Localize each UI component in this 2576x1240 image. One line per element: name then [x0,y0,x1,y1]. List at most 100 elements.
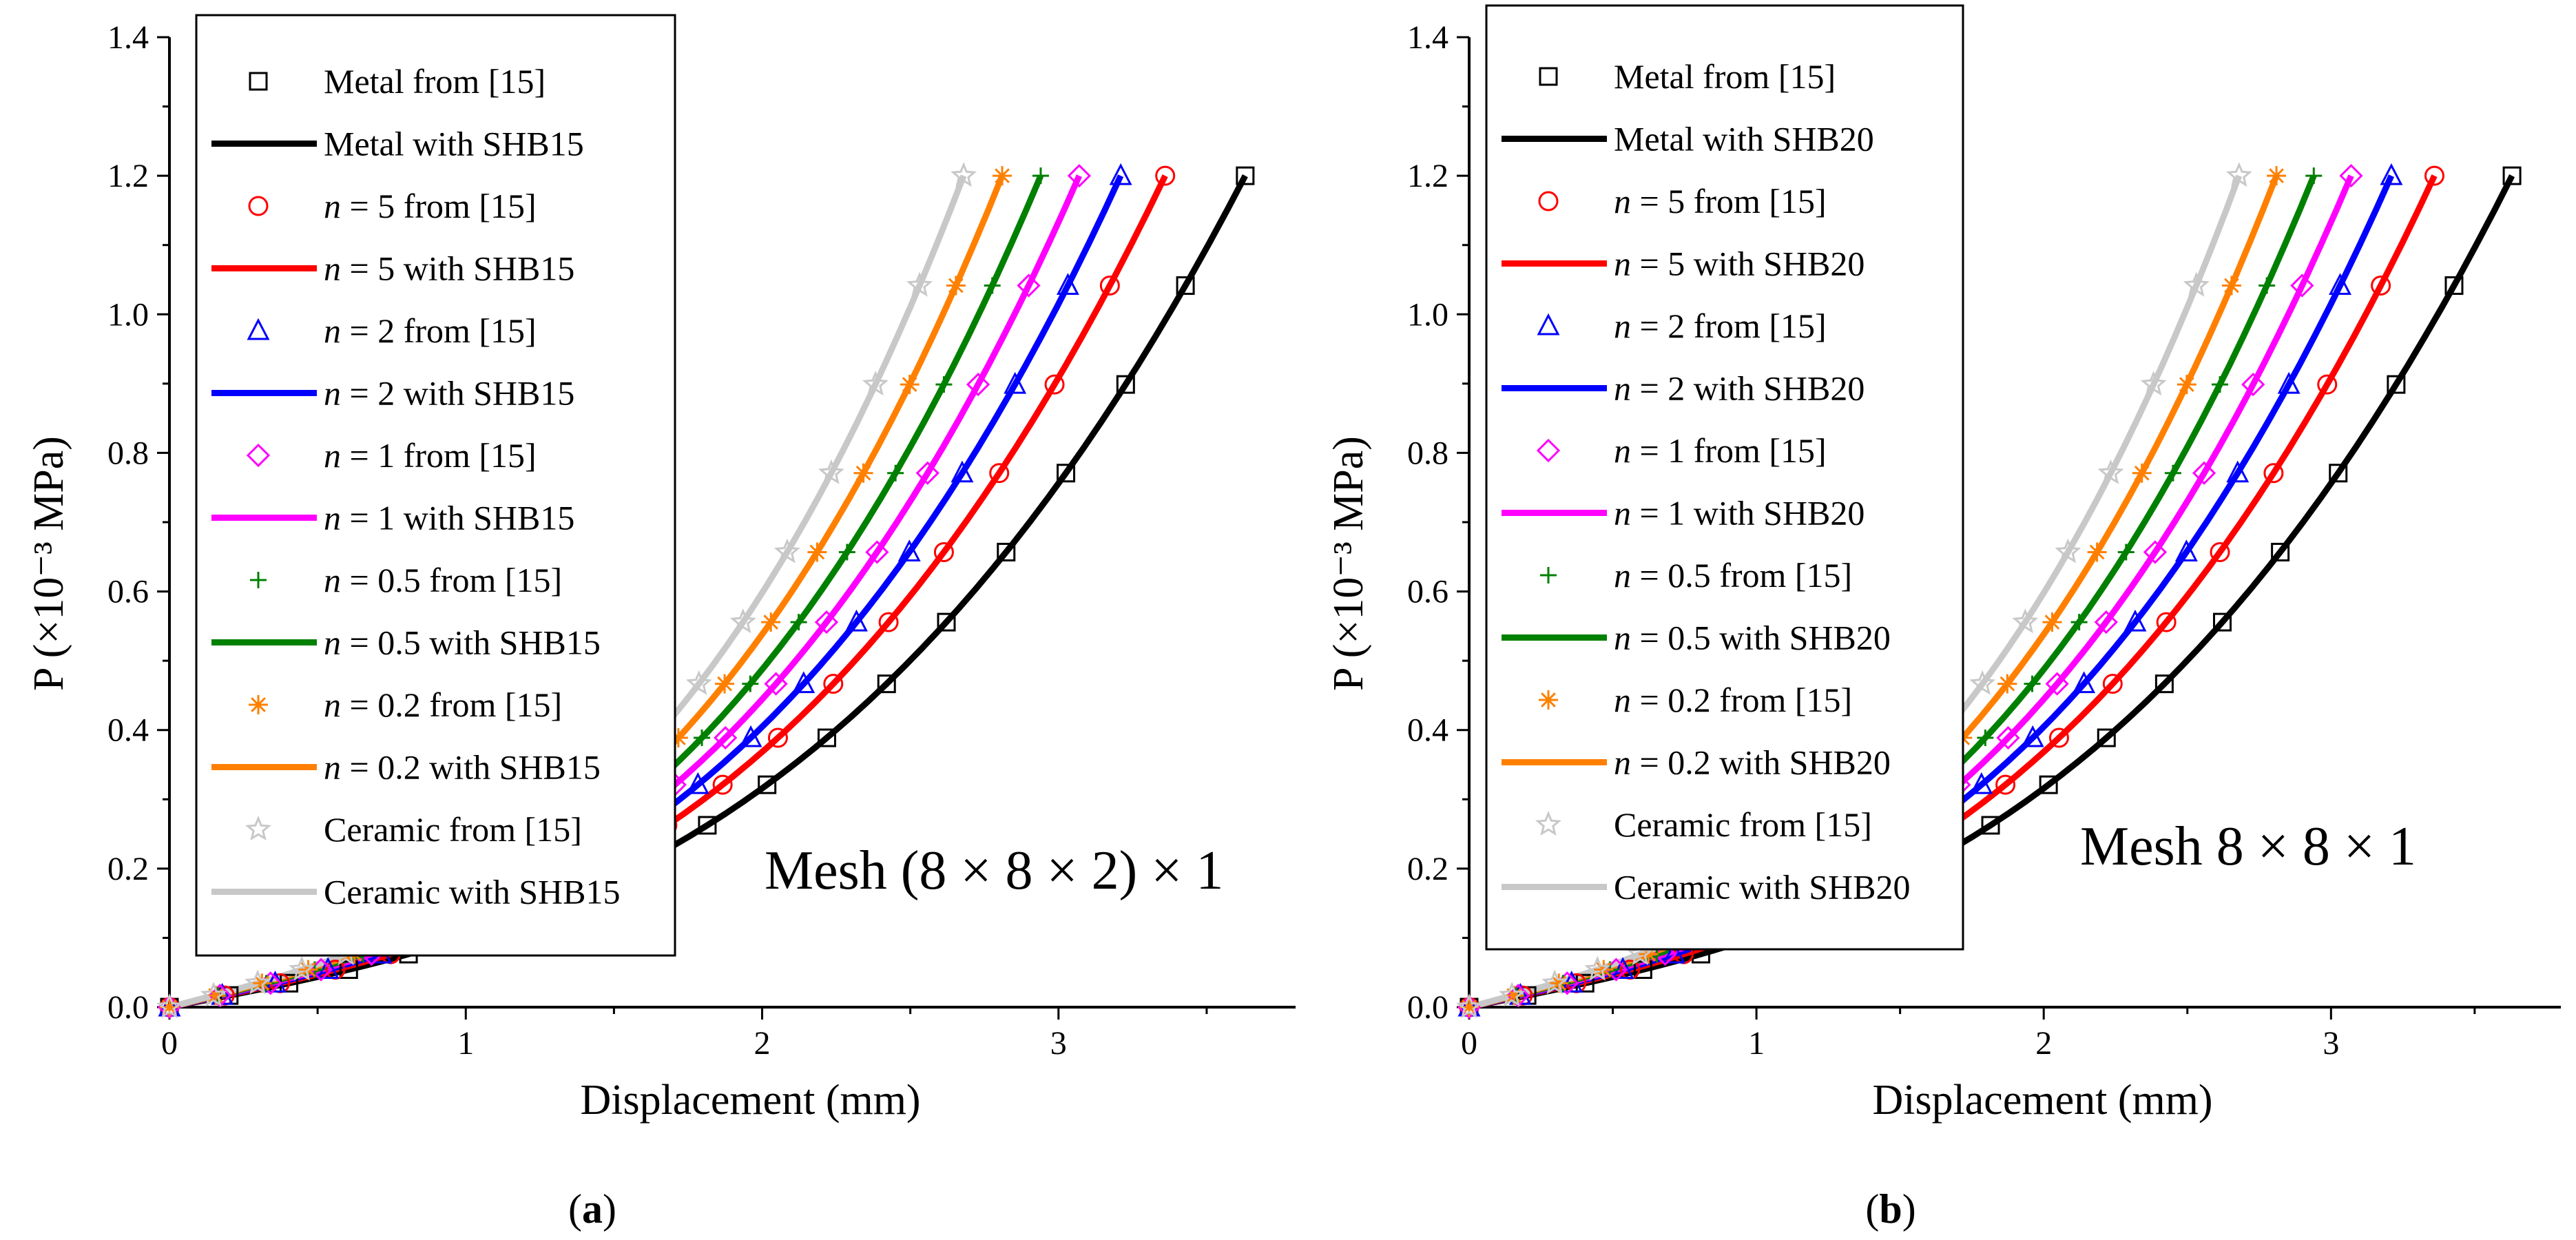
data-point-ceramic [200,982,227,1007]
data-point-ceramic [1584,955,1611,981]
data-point-ceramic [1499,982,1526,1007]
y-tick-label: 1.0 [107,296,149,333]
legend-marker [245,816,271,841]
data-point-n-0-2 [715,674,735,694]
data-point-n-2 [2329,273,2351,296]
legend-label: Metal with SHB20 [1614,120,1874,158]
data-point-n-2 [2123,609,2147,632]
data-point-n-2 [316,957,340,980]
data-point-n-0-2 [2042,612,2062,632]
data-point-n-0-2 [2132,463,2152,483]
data-point-n-0-5 [2070,614,2088,631]
data-point-n-2 [1109,163,1132,185]
data-point-metal [758,775,777,794]
x-tick-label: 1 [1748,1025,1765,1062]
data-point-n-0-2 [1460,998,1479,1017]
data-point-n-0-2 [900,375,920,395]
legend-label: Ceramic from [15] [1614,805,1872,844]
series-line-metal [1468,174,2515,1011]
y-tick-label: 0.0 [107,989,149,1026]
data-point-n-5 [2156,612,2177,632]
data-point-metal [877,674,896,694]
data-point-ceramic [2140,371,2167,396]
data-point-n-1 [814,610,839,634]
data-point-n-1 [966,372,990,397]
data-point-n-1 [2290,273,2314,298]
y-tick-label: 0.2 [107,851,149,887]
legend-label: n = 1 from [15] [1614,431,1827,470]
data-point-n-1 [1017,273,1041,298]
data-point-metal [2154,674,2174,694]
legend-marker [246,443,271,468]
data-point-n-2 [1663,941,1686,964]
y-tick-label: 0.6 [1407,574,1448,610]
data-point-n-2 [951,460,974,483]
x-tick-label: 2 [754,1025,771,1062]
chart-panel-b: 0 1 2 3 0.0 0.2 0.4 0.6 0.8 1.0 1.2 1.4 Displacement… [1325,4,2561,1232]
panel-label: (a) [568,1186,616,1232]
data-point-n-5 [2048,727,2069,748]
data-point-n-1 [714,725,738,750]
y-tick-label: 0.4 [1407,712,1448,749]
data-point-n-5 [2102,674,2123,694]
legend-label: n = 2 with SHB20 [1614,369,1865,408]
data-point-n-1 [1996,725,2020,750]
data-point-n-0-2 [2221,276,2241,296]
data-point-metal [1176,276,1195,296]
legend-marker [1536,438,1561,463]
data-point-n-0-5 [935,376,953,393]
data-point-n-0-2 [2087,542,2107,562]
data-point-ceramic [1456,993,1482,1019]
data-point-ceramic [906,271,933,297]
data-point-ceramic [2055,538,2081,564]
data-point-n-2 [2380,163,2403,185]
legend-label: Ceramic with SHB15 [324,873,621,911]
data-point-metal [2039,775,2058,794]
legend-label: Metal with SHB15 [324,125,584,163]
data-point-n-5 [933,541,954,562]
y-tick-label: 0.4 [107,712,149,749]
data-point-n-0-2 [206,986,226,1006]
data-point-n-5 [823,674,844,694]
data-point-ceramic [1969,670,1996,695]
data-point-metal [997,542,1016,561]
legend-marker [249,695,268,714]
data-point-n-5 [2317,374,2338,395]
data-point-ceramic [2183,271,2210,297]
legend-label: Metal from [15] [324,62,546,101]
data-point-n-0-2 [1639,944,1659,964]
legend-marker [1539,67,1558,86]
data-point-n-5 [2371,276,2391,296]
legend-label: n = 5 with SHB15 [324,249,574,288]
data-point-ceramic [818,459,844,484]
data-point-ceramic [156,993,183,1019]
legend-marker [248,196,269,216]
data-point-ceramic [2012,608,2039,634]
legend-label: n = 5 from [15] [1614,182,1827,220]
data-point-n-2 [1004,371,1027,394]
data-point-metal [937,612,956,632]
mesh-annotation: Mesh (8 × 8 × 2) × 1 [765,840,1223,901]
data-point-n-5 [2210,541,2230,562]
y-tick-label: 1.4 [107,19,149,56]
data-point-metal [698,816,717,835]
data-point-metal [1981,816,2000,835]
legend-label: Metal from [15] [1614,57,1836,96]
data-point-ceramic [1627,940,1654,966]
data-point-n-0-2 [2177,375,2196,395]
legend-marker [1539,690,1558,710]
legend [1485,4,1964,951]
data-point-metal [1057,464,1076,483]
legend-label: n = 5 with SHB20 [1614,245,1865,283]
data-point-n-1 [865,540,889,564]
data-point-n-1 [1653,942,1677,967]
legend-label: n = 1 from [15] [324,436,537,475]
data-point-n-0-5 [984,277,1001,294]
data-point-n-0-5 [742,675,759,692]
legend-label: n = 0.5 from [15] [324,561,562,599]
data-point-n-0-2 [946,276,966,296]
legend-label: n = 1 with SHB15 [324,499,574,537]
data-point-n-0-2 [1549,973,1569,993]
data-point-n-2 [897,539,921,561]
data-point-ceramic [1541,969,1568,995]
